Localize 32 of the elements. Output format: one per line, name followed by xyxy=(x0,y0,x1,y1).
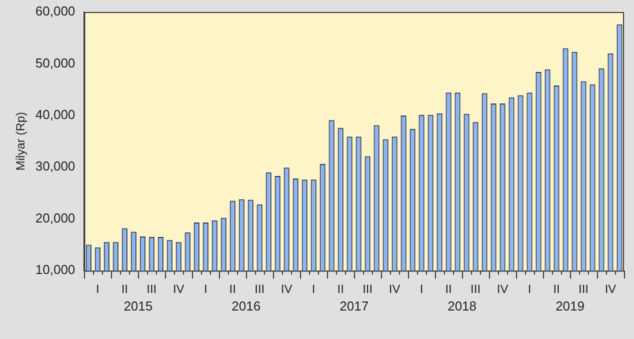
x-tick-label: IV xyxy=(388,282,400,296)
x-tick-label: II xyxy=(553,282,560,296)
x-tick-label: I xyxy=(204,282,208,296)
x-tick-label: I xyxy=(420,282,424,296)
y-tick-label: 20,000 xyxy=(35,210,76,226)
text: 2019 xyxy=(556,298,584,314)
x-tick-label: I xyxy=(312,282,316,296)
x-tick-label: II xyxy=(445,282,452,296)
text: 2016 xyxy=(232,298,261,314)
x-tick-label: IV xyxy=(280,282,292,296)
x-tick-label: II xyxy=(337,282,344,296)
x-tick-label: I xyxy=(528,282,532,296)
x-tick-label: III xyxy=(578,282,589,296)
x-tick-label: II xyxy=(121,282,128,296)
y-tick-label: 10,000 xyxy=(35,262,76,278)
x-tick-label: III xyxy=(146,282,157,296)
text: 2018 xyxy=(448,298,477,314)
y-tick-label: 50,000 xyxy=(35,55,76,70)
x-tick-label: IV xyxy=(172,282,184,296)
x-tick-label: I xyxy=(96,282,100,296)
text: 2017 xyxy=(340,298,369,314)
x-tick-label: III xyxy=(362,282,373,296)
x-tick-label: III xyxy=(470,282,481,296)
x-tick-label: IV xyxy=(604,282,616,296)
x-tick-label: II xyxy=(229,282,236,296)
y-axis-title: Milyar (Rp) xyxy=(14,112,28,171)
x-tick-label: IV xyxy=(496,282,508,296)
y-tick-label: 60,000 xyxy=(35,4,76,19)
y-tick-label: 40,000 xyxy=(35,107,76,122)
y-tick-label: 30,000 xyxy=(35,158,76,174)
x-tick-label: III xyxy=(254,282,265,296)
text: 2015 xyxy=(124,298,153,314)
